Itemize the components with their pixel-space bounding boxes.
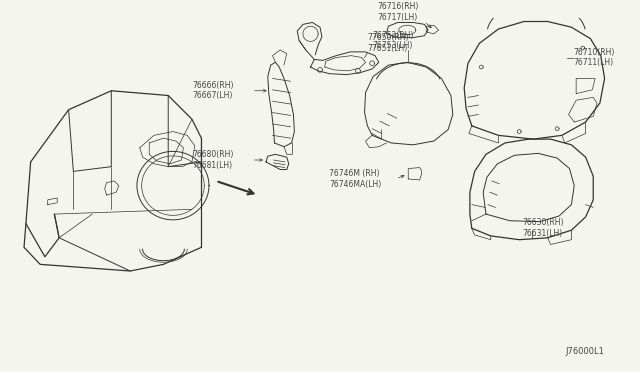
Text: 76710(RH)
76711(LH): 76710(RH) 76711(LH) xyxy=(573,48,614,67)
Text: 76752(RH)
76753(LH): 76752(RH) 76753(LH) xyxy=(372,31,413,50)
Text: 77650(RH)
77651(LH): 77650(RH) 77651(LH) xyxy=(367,33,409,53)
Text: 76630(RH)
76631(LH): 76630(RH) 76631(LH) xyxy=(522,218,564,238)
Text: 76666(RH)
76667(LH): 76666(RH) 76667(LH) xyxy=(192,81,234,100)
Text: 76716(RH)
76717(LH): 76716(RH) 76717(LH) xyxy=(377,2,419,22)
Text: 76746M (RH)
76746MA(LH): 76746M (RH) 76746MA(LH) xyxy=(330,169,381,189)
Text: J76000L1: J76000L1 xyxy=(566,347,605,356)
Text: 76680(RH)
76681(LH): 76680(RH) 76681(LH) xyxy=(192,150,234,170)
